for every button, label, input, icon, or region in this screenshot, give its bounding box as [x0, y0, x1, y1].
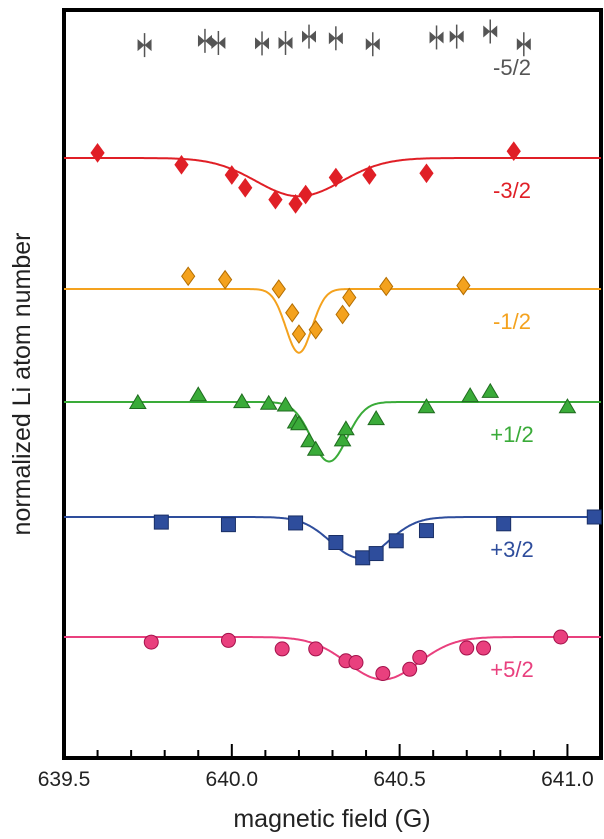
data-point — [217, 269, 233, 290]
fit-curves — [64, 157, 601, 681]
data-point — [461, 387, 479, 403]
series-label: -5/2 — [493, 55, 531, 80]
data-point — [342, 287, 357, 308]
data-point — [335, 304, 350, 325]
data-point — [367, 410, 386, 426]
data-point — [388, 533, 404, 549]
data-point — [255, 31, 270, 56]
data-point — [333, 431, 352, 447]
data-point — [412, 649, 428, 665]
data-point — [362, 165, 377, 185]
data-point — [276, 396, 295, 412]
data-point — [483, 19, 498, 44]
series-labels: -5/2 -3/2 -1/2 +1/2 +3/2 +5/2 — [490, 55, 533, 682]
data-point — [558, 398, 577, 414]
data-point — [476, 640, 492, 656]
data-point — [298, 184, 313, 205]
data-point — [481, 382, 500, 398]
data-point — [506, 141, 521, 162]
x-tick-labels: 639.5 640.0 640.5 641.0 — [38, 768, 594, 791]
data-point — [181, 266, 196, 287]
data-point — [143, 634, 159, 650]
x-axis-title: magnetic field (G) — [233, 805, 430, 833]
data-point — [365, 32, 380, 57]
series-label: +1/2 — [490, 422, 533, 447]
plot-frame — [62, 8, 603, 760]
x-axis — [63, 744, 602, 758]
fit-curve — [64, 288, 601, 354]
data-point — [328, 167, 343, 188]
data-point — [308, 319, 323, 340]
data-point — [233, 393, 251, 409]
data-points — [90, 19, 602, 682]
x-tick-label: 640.5 — [373, 768, 426, 791]
data-point — [271, 279, 286, 299]
data-point — [197, 28, 212, 53]
data-point — [288, 515, 304, 531]
data-point — [553, 629, 569, 645]
data-point — [375, 666, 391, 682]
data-point — [306, 440, 325, 456]
data-point — [224, 165, 239, 185]
data-point — [418, 523, 434, 539]
data-point — [174, 154, 189, 175]
data-point — [288, 194, 303, 214]
data-point — [456, 275, 471, 296]
series-label: +3/2 — [490, 537, 533, 562]
data-point — [379, 276, 394, 297]
data-point — [417, 398, 436, 414]
y-axis-title: normalized Li atom number — [8, 233, 36, 536]
data-point — [328, 26, 343, 51]
data-point — [355, 550, 371, 566]
x-tick-label: 641.0 — [541, 768, 594, 791]
data-point — [137, 33, 152, 58]
data-point — [496, 516, 512, 532]
data-point — [268, 189, 283, 210]
data-point — [278, 30, 293, 55]
data-point — [419, 163, 434, 184]
data-point — [348, 655, 364, 670]
data-point — [290, 415, 308, 431]
data-point — [337, 420, 355, 436]
data-point — [211, 30, 226, 55]
data-point — [238, 177, 253, 198]
data-point — [459, 640, 475, 656]
data-point — [368, 546, 384, 562]
data-point — [308, 641, 324, 657]
data-point — [516, 32, 531, 57]
data-point — [291, 324, 307, 344]
x-tick-label: 639.5 — [38, 768, 91, 791]
series-label: +5/2 — [490, 657, 533, 682]
data-point — [300, 432, 318, 448]
data-point — [259, 394, 278, 410]
x-tick-label: 640.0 — [206, 768, 259, 791]
data-point — [90, 143, 105, 163]
data-point — [328, 535, 344, 550]
data-point — [128, 393, 147, 409]
data-point — [189, 386, 208, 402]
data-point — [402, 661, 418, 677]
series-label: -3/2 — [493, 178, 531, 203]
data-point — [302, 24, 317, 49]
fit-curve — [64, 401, 601, 463]
data-point — [220, 632, 236, 648]
data-point — [220, 517, 236, 533]
data-point — [285, 302, 300, 323]
data-point — [449, 24, 464, 49]
data-point — [586, 509, 602, 525]
data-point — [429, 25, 444, 50]
series-label: -1/2 — [493, 309, 531, 334]
data-point — [153, 514, 169, 530]
data-point — [274, 641, 290, 657]
